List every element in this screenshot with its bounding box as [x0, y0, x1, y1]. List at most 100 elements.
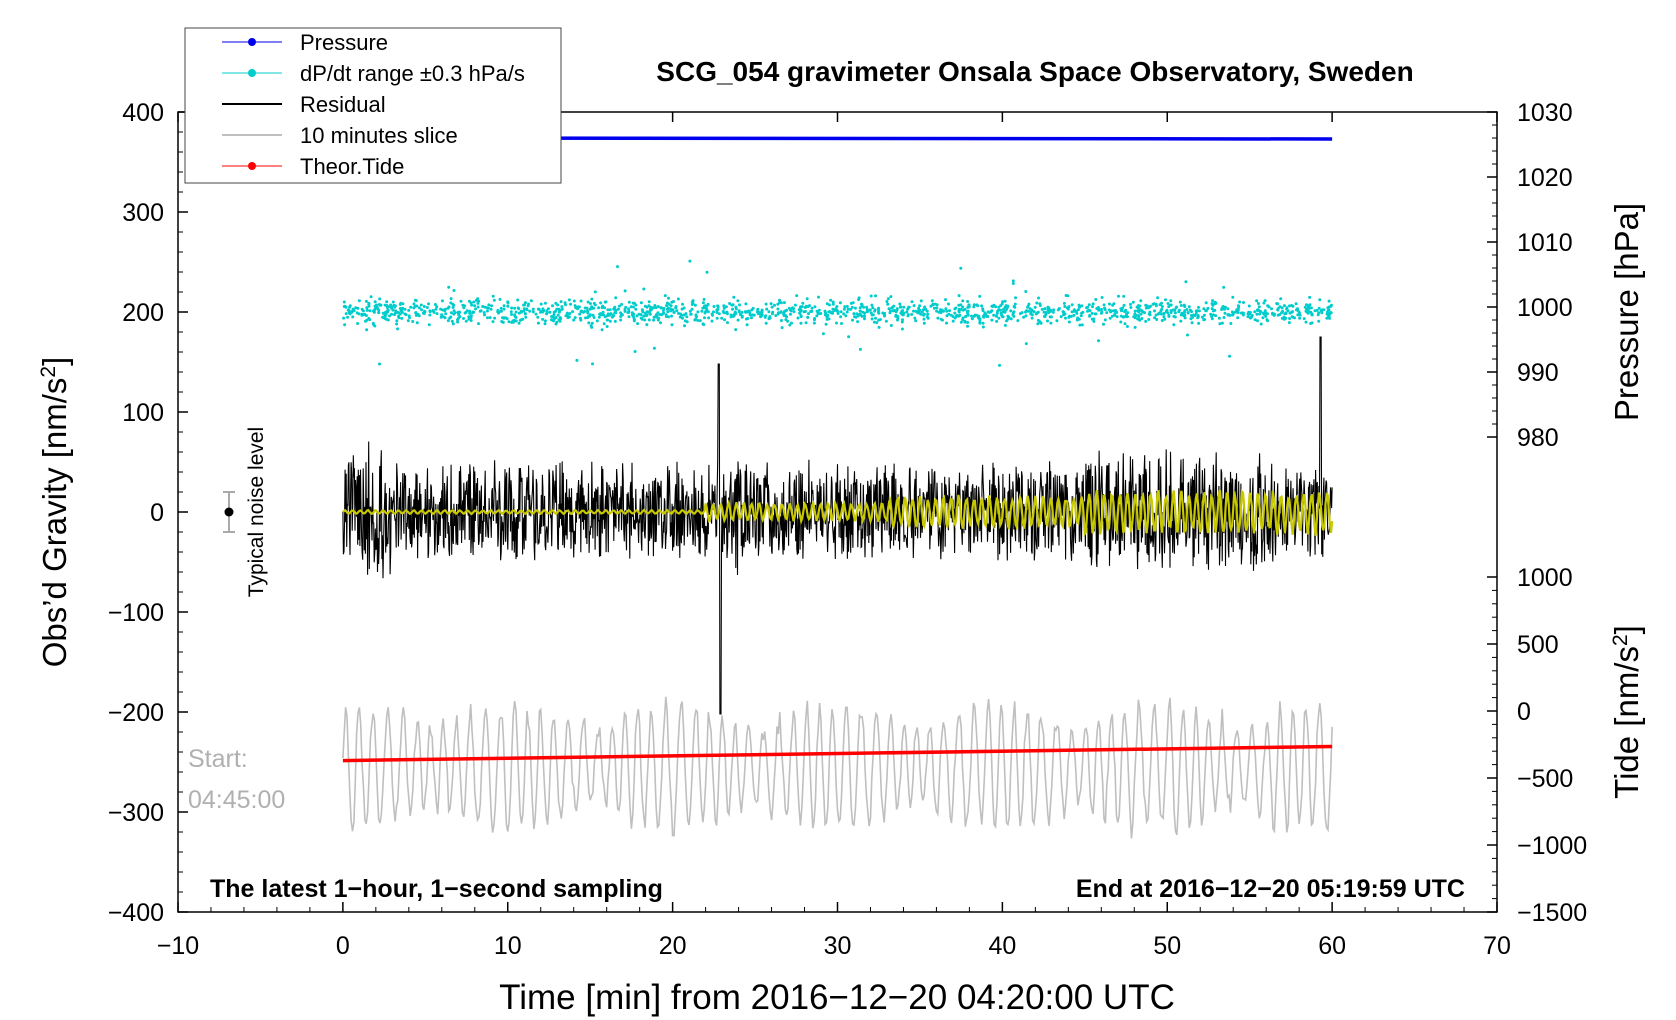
- dpdt-point: [459, 299, 463, 303]
- dpdt-point: [1024, 290, 1028, 293]
- dpdt-point: [522, 303, 526, 307]
- dpdt-point: [1165, 308, 1169, 312]
- dpdt-point: [356, 322, 360, 325]
- dpdt-point: [1303, 305, 1307, 309]
- dpdt-point: [846, 307, 850, 311]
- dpdt-point: [770, 305, 774, 309]
- dpdt-point: [647, 318, 651, 322]
- dpdt-point: [961, 316, 965, 320]
- dpdt-point: [872, 320, 876, 324]
- dpdt-point: [448, 316, 452, 320]
- dpdt-point: [1327, 315, 1330, 318]
- dpdt-point: [1242, 311, 1245, 315]
- dpdt-point: [361, 309, 365, 313]
- dpdt-point: [1105, 311, 1109, 315]
- dpdt-point: [1046, 319, 1049, 323]
- dpdt-point: [351, 307, 355, 311]
- dpdt-point: [498, 297, 502, 301]
- dpdt-point: [1102, 322, 1105, 326]
- dpdt-point: [790, 321, 793, 325]
- dpdt-point: [706, 310, 710, 314]
- dpdt-point: [807, 312, 810, 316]
- dpdt-point: [1012, 310, 1016, 314]
- dpdt-point: [627, 315, 631, 319]
- dpdt-point: [732, 295, 736, 299]
- dpdt-point: [507, 320, 511, 324]
- dpdt-point: [417, 306, 421, 310]
- dpdt-point: [642, 287, 646, 291]
- dpdt-point: [384, 310, 388, 314]
- dpdt-point: [1221, 305, 1225, 308]
- dpdt-point: [869, 294, 873, 298]
- dpdt-point: [632, 305, 635, 309]
- dpdt-point: [784, 318, 788, 322]
- dpdt-point: [990, 309, 994, 313]
- dpdt-point: [1139, 299, 1143, 303]
- y-axis-label-gravity-sup: 2: [37, 366, 60, 378]
- dpdt-point: [808, 304, 811, 308]
- dpdt-point: [453, 311, 457, 315]
- dpdt-point: [1172, 323, 1176, 327]
- x-tick-label: 10: [494, 932, 522, 960]
- dpdt-point: [1133, 309, 1137, 313]
- dpdt-point: [875, 321, 879, 325]
- dpdt-point: [774, 314, 778, 317]
- dpdt-point: [703, 316, 706, 320]
- tide-tick-label: 500: [1517, 631, 1559, 659]
- dpdt-point: [1211, 309, 1215, 313]
- dpdt-point: [856, 320, 860, 324]
- dpdt-point: [690, 307, 694, 311]
- dpdt-point: [451, 306, 455, 309]
- dpdt-point: [1162, 315, 1166, 319]
- dpdt-point: [1166, 311, 1170, 315]
- dpdt-point: [365, 306, 369, 310]
- dpdt-point: [1247, 304, 1251, 308]
- dpdt-point: [603, 300, 607, 304]
- dpdt-point: [672, 311, 676, 314]
- dpdt-point: [720, 316, 724, 320]
- dpdt-point: [492, 298, 496, 302]
- dpdt-point: [737, 310, 741, 314]
- dpdt-point: [896, 316, 900, 320]
- dpdt-point: [1022, 315, 1026, 319]
- dpdt-point: [1291, 310, 1294, 314]
- dpdt-point: [1003, 323, 1007, 327]
- dpdt-point: [1144, 319, 1148, 323]
- dpdt-point: [1001, 310, 1005, 314]
- dpdt-point: [465, 309, 469, 313]
- dpdt-point: [1200, 315, 1204, 319]
- dpdt-point: [400, 316, 404, 320]
- dpdt-point: [1226, 307, 1230, 311]
- dpdt-point: [886, 297, 890, 301]
- dpdt-point: [1102, 303, 1106, 307]
- dpdt-point: [877, 310, 880, 314]
- dpdt-point: [748, 313, 752, 317]
- tide-tick-label: −1000: [1517, 832, 1587, 860]
- dpdt-point: [1100, 296, 1104, 299]
- dpdt-point: [400, 310, 404, 314]
- dpdt-point: [541, 317, 545, 321]
- dpdt-point: [776, 302, 780, 306]
- dpdt-point: [999, 311, 1003, 315]
- dpdt-point: [1036, 310, 1040, 314]
- dpdt-point: [836, 312, 840, 315]
- dpdt-point: [722, 304, 726, 308]
- dpdt-point: [1124, 314, 1128, 318]
- dpdt-point: [810, 306, 814, 310]
- legend-label: Theor.Tide: [300, 154, 404, 179]
- y-axis-label-gravity: Obs’d Gravity [nm/s2]: [36, 357, 73, 668]
- dpdt-point: [467, 315, 471, 319]
- dpdt-point: [1317, 306, 1321, 310]
- dpdt-point: [443, 307, 447, 311]
- dpdt-point: [764, 314, 768, 318]
- dpdt-point: [612, 307, 616, 311]
- dpdt-point: [1190, 321, 1194, 325]
- dpdt-point: [1264, 314, 1268, 318]
- dpdt-point: [648, 310, 652, 314]
- series-theor-tide: [342, 744, 1333, 763]
- dpdt-point: [390, 312, 394, 316]
- dpdt-point: [375, 303, 378, 307]
- dpdt-point: [616, 265, 619, 269]
- dpdt-point: [698, 319, 702, 323]
- legend-label: dP/dt range ±0.3 hPa/s: [300, 61, 525, 86]
